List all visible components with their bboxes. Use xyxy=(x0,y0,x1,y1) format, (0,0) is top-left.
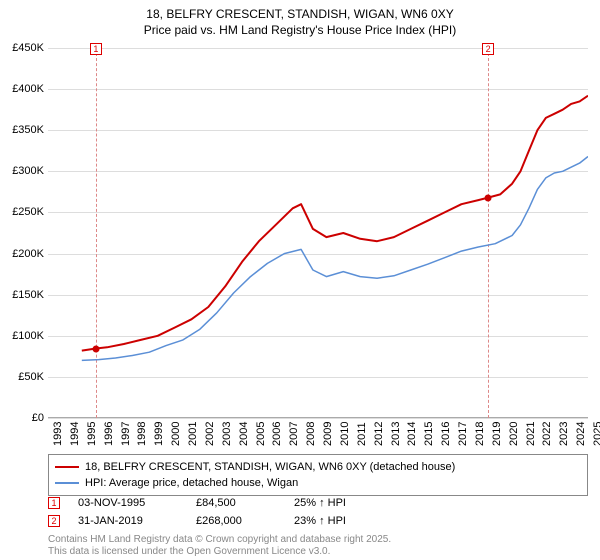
x-axis-label: 2004 xyxy=(238,422,250,446)
x-axis-label: 1996 xyxy=(103,422,115,446)
x-axis-label: 2008 xyxy=(305,422,317,446)
series-line xyxy=(82,96,588,351)
x-axis-label: 2017 xyxy=(457,422,469,446)
sale-date-0: 03-NOV-1995 xyxy=(78,497,178,509)
chart-plot-area: £0£50K£100K£150K£200K£250K£300K£350K£400… xyxy=(48,48,588,418)
sale-date-1: 31-JAN-2019 xyxy=(78,515,178,527)
x-axis-label: 2022 xyxy=(541,422,553,446)
y-axis-label: £400K xyxy=(0,83,44,95)
footer-line1: Contains HM Land Registry data © Crown c… xyxy=(48,534,391,546)
sale-marker-box: 2 xyxy=(482,43,494,55)
footer-line2: This data is licensed under the Open Gov… xyxy=(48,546,391,558)
sale-row-1: 2 31-JAN-2019 £268,000 23% ↑ HPI xyxy=(48,512,588,530)
footer-attribution: Contains HM Land Registry data © Crown c… xyxy=(48,534,391,558)
y-axis-label: £250K xyxy=(0,206,44,218)
legend-item-0: 18, BELFRY CRESCENT, STANDISH, WIGAN, WN… xyxy=(55,459,581,475)
sale-marker-0: 1 xyxy=(48,497,60,509)
y-axis-label: £100K xyxy=(0,330,44,342)
series-line xyxy=(82,157,588,361)
x-axis-label: 2020 xyxy=(508,422,520,446)
legend-label-0: 18, BELFRY CRESCENT, STANDISH, WIGAN, WN… xyxy=(85,461,455,473)
title-line2: Price paid vs. HM Land Registry's House … xyxy=(0,22,600,38)
sale-dot xyxy=(485,194,492,201)
x-axis-label: 2024 xyxy=(575,422,587,446)
sale-price-0: £84,500 xyxy=(196,497,276,509)
x-axis-label: 2001 xyxy=(187,422,199,446)
sales-table: 1 03-NOV-1995 £84,500 25% ↑ HPI 2 31-JAN… xyxy=(48,494,588,530)
legend: 18, BELFRY CRESCENT, STANDISH, WIGAN, WN… xyxy=(48,454,588,496)
chart-title: 18, BELFRY CRESCENT, STANDISH, WIGAN, WN… xyxy=(0,0,600,38)
x-axis-label: 1994 xyxy=(69,422,81,446)
x-axis-label: 2010 xyxy=(339,422,351,446)
x-axis-label: 2007 xyxy=(288,422,300,446)
x-axis-label: 1993 xyxy=(52,422,64,446)
x-axis-label: 1998 xyxy=(136,422,148,446)
y-axis-label: £0 xyxy=(0,412,44,424)
x-axis-label: 2016 xyxy=(440,422,452,446)
legend-swatch-0 xyxy=(55,466,79,469)
title-line1: 18, BELFRY CRESCENT, STANDISH, WIGAN, WN… xyxy=(0,6,600,22)
legend-label-1: HPI: Average price, detached house, Wiga… xyxy=(85,477,298,489)
sale-price-1: £268,000 xyxy=(196,515,276,527)
x-axis-label: 1995 xyxy=(86,422,98,446)
x-axis-label: 2009 xyxy=(322,422,334,446)
x-axis-label: 1999 xyxy=(153,422,165,446)
x-axis-label: 2018 xyxy=(474,422,486,446)
x-axis-label: 2002 xyxy=(204,422,216,446)
y-axis-label: £450K xyxy=(0,42,44,54)
sale-row-0: 1 03-NOV-1995 £84,500 25% ↑ HPI xyxy=(48,494,588,512)
sale-marker-box: 1 xyxy=(90,43,102,55)
y-axis-label: £150K xyxy=(0,289,44,301)
x-axis-label: 2013 xyxy=(390,422,402,446)
sale-pct-1: 23% ↑ HPI xyxy=(294,515,394,527)
y-axis-label: £300K xyxy=(0,165,44,177)
x-axis-label: 2000 xyxy=(170,422,182,446)
x-axis-label: 2019 xyxy=(491,422,503,446)
sale-dot xyxy=(92,345,99,352)
x-axis-label: 2011 xyxy=(356,422,368,446)
x-axis-ticks: 1993 1994 1995 1996 1997 1998 1999 2000 2001 2002… xyxy=(48,418,588,458)
x-axis-label: 2006 xyxy=(271,422,283,446)
x-axis-label: 2023 xyxy=(558,422,570,446)
x-axis-label: 2012 xyxy=(373,422,385,446)
x-axis-label: 1997 xyxy=(120,422,132,446)
x-axis-label: 2025 xyxy=(592,422,600,446)
x-axis-label: 2005 xyxy=(255,422,267,446)
legend-item-1: HPI: Average price, detached house, Wiga… xyxy=(55,475,581,491)
y-axis-label: £200K xyxy=(0,248,44,260)
x-axis-label: 2015 xyxy=(423,422,435,446)
x-axis-label: 2021 xyxy=(525,422,537,446)
x-axis-label: 2003 xyxy=(221,422,233,446)
y-axis-label: £350K xyxy=(0,124,44,136)
sale-pct-0: 25% ↑ HPI xyxy=(294,497,394,509)
legend-swatch-1 xyxy=(55,482,79,484)
y-axis-label: £50K xyxy=(0,371,44,383)
sale-marker-1: 2 xyxy=(48,515,60,527)
chart-lines-svg xyxy=(48,48,588,418)
x-axis-label: 2014 xyxy=(406,422,418,446)
